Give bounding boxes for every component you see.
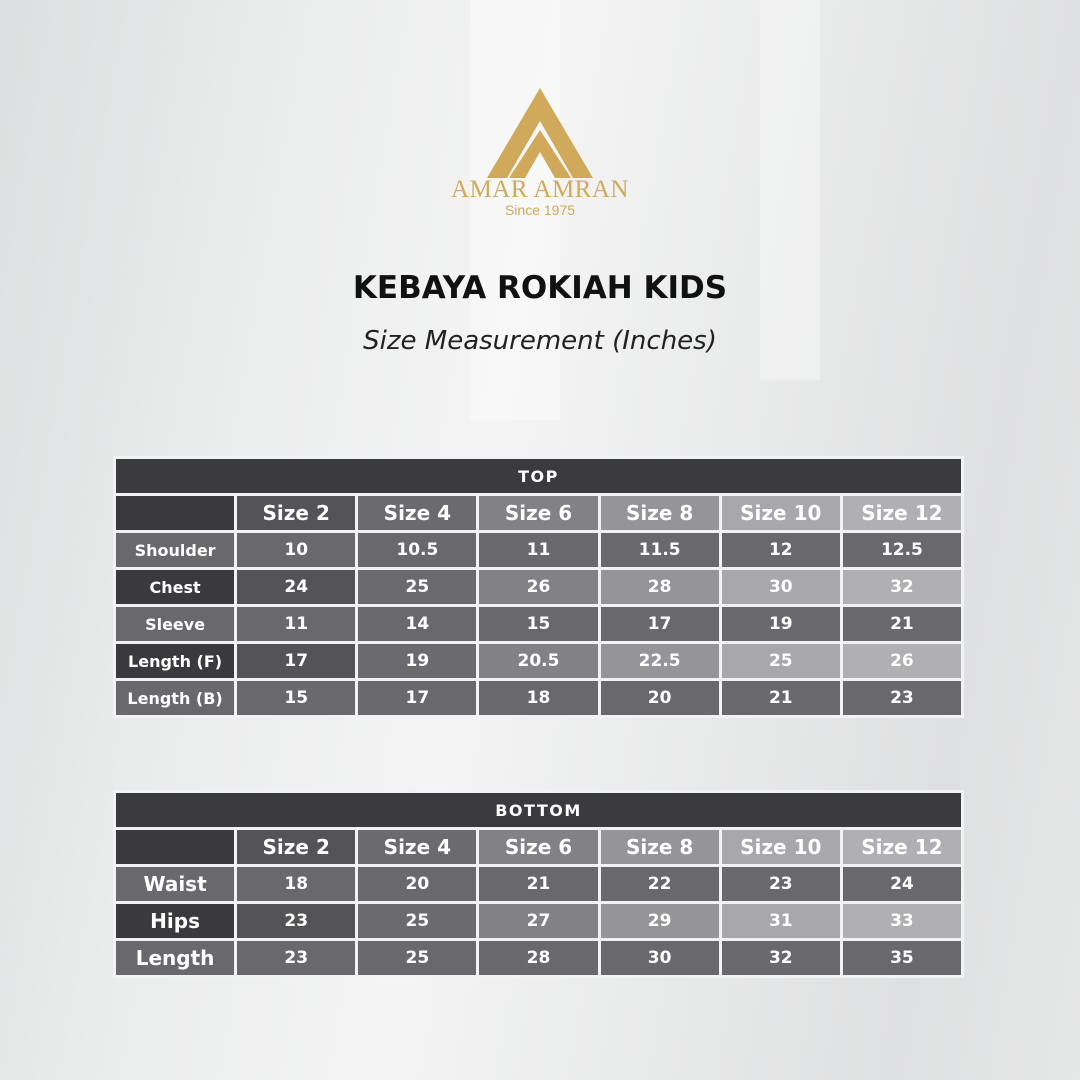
measurement-cell: 10.5 [355, 530, 480, 570]
measurement-cell: 24 [839, 864, 965, 904]
row-label: Waist [112, 864, 238, 904]
size-header: Size 8 [597, 493, 722, 533]
size-header: Size 4 [355, 827, 480, 867]
measurement-cell: 10 [234, 530, 359, 570]
measurement-cell: 18 [234, 864, 359, 904]
table-row: Hips 23 25 27 29 31 33 [112, 901, 965, 941]
background-panel [470, 0, 560, 420]
measurement-cell: 29 [597, 901, 722, 941]
measurement-cell: 31 [718, 901, 843, 941]
table-row: Waist 18 20 21 22 23 24 [112, 864, 965, 904]
size-header: Size 2 [234, 827, 359, 867]
measurement-cell: 17 [597, 604, 722, 644]
measurement-cell: 26 [839, 641, 965, 681]
size-header: Size 10 [718, 827, 843, 867]
size-header-row: Size 2 Size 4 Size 6 Size 8 Size 10 Size… [112, 827, 965, 867]
size-header-row: Size 2 Size 4 Size 6 Size 8 Size 10 Size… [112, 493, 965, 533]
row-label: Length (B) [112, 678, 238, 718]
page-subtitle: Size Measurement (Inches) [363, 326, 717, 356]
measurement-cell: 26 [476, 567, 601, 607]
size-header: Size 12 [839, 827, 965, 867]
size-header: Size 8 [597, 827, 722, 867]
measurement-cell: 30 [718, 567, 843, 607]
table-row: Shoulder 10 10.5 11 11.5 12 12.5 [112, 530, 965, 570]
measurement-cell: 21 [476, 864, 601, 904]
measurement-cell: 11.5 [597, 530, 722, 570]
measurement-cell: 11 [234, 604, 359, 644]
measurement-cell: 11 [476, 530, 601, 570]
size-header: Size 6 [476, 827, 601, 867]
measurement-cell: 32 [839, 567, 965, 607]
measurement-cell: 17 [355, 678, 480, 718]
measurement-cell: 19 [718, 604, 843, 644]
measurement-cell: 32 [718, 938, 843, 978]
background-panel [760, 0, 820, 380]
measurement-cell: 20 [597, 678, 722, 718]
table-row: Length 23 25 28 30 32 35 [112, 938, 965, 978]
measurement-cell: 35 [839, 938, 965, 978]
measurement-cell: 22 [597, 864, 722, 904]
measurement-cell: 23 [839, 678, 965, 718]
measurement-cell: 33 [839, 901, 965, 941]
row-label: Length [112, 938, 238, 978]
table-heading: TOP [113, 456, 964, 496]
measurement-cell: 15 [234, 678, 359, 718]
measurement-cell: 20 [355, 864, 480, 904]
measurement-cell: 24 [234, 567, 359, 607]
measurement-cell: 25 [355, 567, 480, 607]
logo-triangle-icon [487, 88, 593, 178]
corner-cell [112, 493, 238, 533]
measurement-cell: 27 [476, 901, 601, 941]
size-header: Size 12 [839, 493, 965, 533]
brand-logo: AMAR AMRAN Since 1975 [440, 86, 640, 231]
size-header: Size 4 [355, 493, 480, 533]
measurement-cell: 21 [718, 678, 843, 718]
row-label: Sleeve [112, 604, 238, 644]
table-row: Length (B) 15 17 18 20 21 23 [112, 678, 965, 718]
corner-cell [112, 827, 238, 867]
table-row: Chest 24 25 26 28 30 32 [112, 567, 965, 607]
brand-name: AMAR AMRAN [451, 176, 629, 203]
measurement-cell: 12.5 [839, 530, 965, 570]
measurement-cell: 15 [476, 604, 601, 644]
brand-tagline: Since 1975 [504, 202, 576, 218]
measurement-cell: 22.5 [597, 641, 722, 681]
measurement-cell: 23 [234, 901, 359, 941]
measurement-cell: 20.5 [476, 641, 601, 681]
page-title: KEBAYA ROKIAH KIDS [352, 270, 728, 306]
size-header: Size 6 [476, 493, 601, 533]
measurement-cell: 23 [234, 938, 359, 978]
measurement-cell: 19 [355, 641, 480, 681]
measurement-cell: 21 [839, 604, 965, 644]
table-heading: BOTTOM [113, 790, 964, 830]
row-label: Hips [112, 901, 238, 941]
measurement-cell: 28 [476, 938, 601, 978]
measurement-cell: 25 [355, 938, 480, 978]
measurement-cell: 25 [718, 641, 843, 681]
top-size-table: TOP Size 2 Size 4 Size 6 Size 8 Size 10 … [112, 456, 965, 718]
table-row: Length (F) 17 19 20.5 22.5 25 26 [112, 641, 965, 681]
measurement-cell: 14 [355, 604, 480, 644]
measurement-cell: 25 [355, 901, 480, 941]
measurement-cell: 28 [597, 567, 722, 607]
row-label: Length (F) [112, 641, 238, 681]
measurement-cell: 12 [718, 530, 843, 570]
table-row: Sleeve 11 14 15 17 19 21 [112, 604, 965, 644]
row-label: Chest [112, 567, 238, 607]
measurement-cell: 30 [597, 938, 722, 978]
measurement-cell: 18 [476, 678, 601, 718]
measurement-cell: 17 [234, 641, 359, 681]
row-label: Shoulder [112, 530, 238, 570]
size-header: Size 10 [718, 493, 843, 533]
bottom-size-table: BOTTOM Size 2 Size 4 Size 6 Size 8 Size … [112, 790, 965, 978]
measurement-cell: 23 [718, 864, 843, 904]
size-header: Size 2 [234, 493, 359, 533]
